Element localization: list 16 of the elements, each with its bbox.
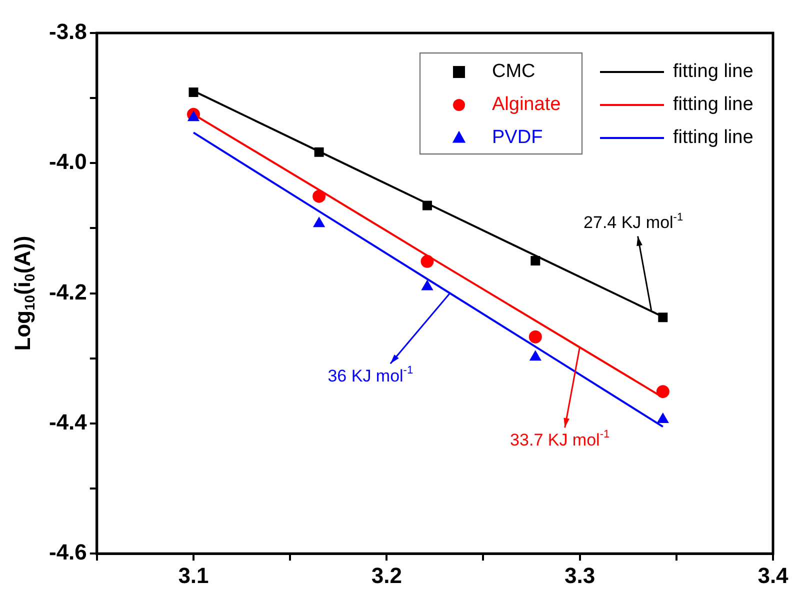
y-tick-label: -3.8 (48, 19, 87, 44)
y-tick-label: -4.0 (48, 149, 87, 174)
legend-label: PVDF (492, 127, 543, 148)
x-tick-label: 3.3 (564, 562, 596, 588)
x-tick-label: 3.2 (371, 562, 402, 588)
y-tick-label: -4.4 (48, 410, 88, 435)
legend-label: CMC (492, 61, 536, 82)
legend-label: fitting line (673, 127, 754, 148)
y-tick-label: -4.6 (48, 540, 87, 565)
x-tick-label: 3.4 (758, 562, 790, 588)
y-tick-label: -4.2 (48, 279, 87, 304)
legend-label: Alginate (492, 94, 561, 116)
x-tick-label: 3.1 (178, 562, 209, 588)
y-axis-title: Log10(i0(A)) (10, 236, 38, 351)
legend-label: fitting line (673, 61, 754, 82)
legend-label: fitting line (673, 94, 754, 116)
